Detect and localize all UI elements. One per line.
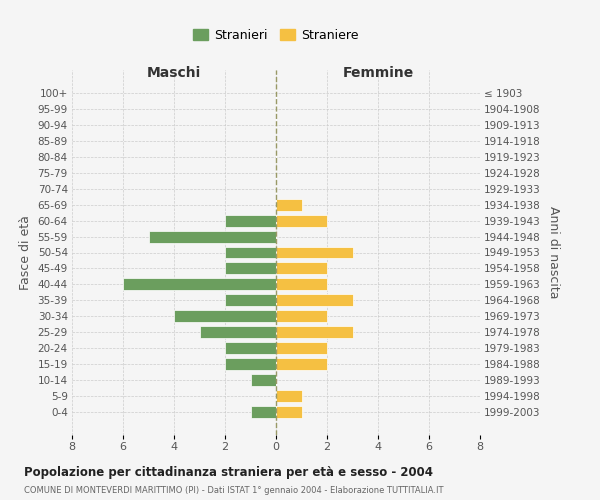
Bar xyxy=(251,406,276,418)
Bar xyxy=(276,342,327,354)
Bar xyxy=(199,326,276,338)
Bar xyxy=(276,310,327,322)
Text: Popolazione per cittadinanza straniera per età e sesso - 2004: Popolazione per cittadinanza straniera p… xyxy=(24,466,433,479)
Bar xyxy=(225,358,276,370)
Bar xyxy=(225,342,276,354)
Bar xyxy=(123,278,276,290)
Bar xyxy=(225,246,276,258)
Bar xyxy=(251,374,276,386)
Bar xyxy=(276,406,302,418)
Bar xyxy=(149,230,276,242)
Text: COMUNE DI MONTEVERDI MARITTIMO (PI) - Dati ISTAT 1° gennaio 2004 - Elaborazione : COMUNE DI MONTEVERDI MARITTIMO (PI) - Da… xyxy=(24,486,443,495)
Text: Maschi: Maschi xyxy=(147,66,201,80)
Bar xyxy=(276,390,302,402)
Bar xyxy=(174,310,276,322)
Y-axis label: Fasce di età: Fasce di età xyxy=(19,215,32,290)
Bar xyxy=(225,262,276,274)
Bar xyxy=(225,214,276,226)
Bar xyxy=(276,246,353,258)
Bar xyxy=(276,294,353,306)
Bar xyxy=(276,198,302,210)
Legend: Stranieri, Straniere: Stranieri, Straniere xyxy=(189,25,363,46)
Y-axis label: Anni di nascita: Anni di nascita xyxy=(547,206,560,298)
Bar xyxy=(276,278,327,290)
Text: Femmine: Femmine xyxy=(343,66,413,80)
Bar xyxy=(225,294,276,306)
Bar xyxy=(276,326,353,338)
Bar xyxy=(276,214,327,226)
Bar xyxy=(276,358,327,370)
Bar xyxy=(276,262,327,274)
